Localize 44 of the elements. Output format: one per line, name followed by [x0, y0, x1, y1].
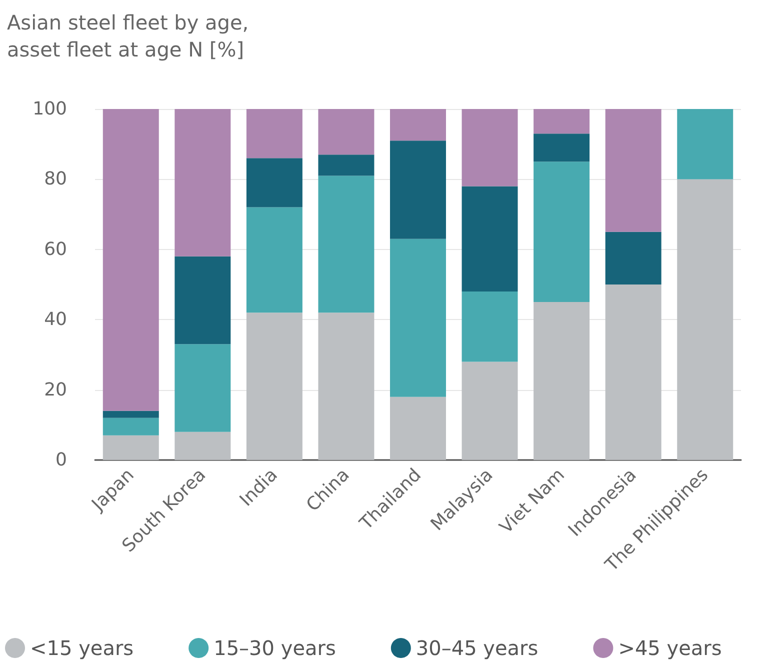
bar — [102, 435, 159, 460]
bar — [605, 284, 662, 460]
bar — [318, 312, 374, 460]
bar — [462, 292, 518, 362]
bar — [318, 176, 374, 313]
bar — [534, 302, 590, 460]
bar — [462, 362, 518, 460]
bar — [174, 432, 231, 460]
bar — [534, 109, 590, 134]
bar — [318, 109, 374, 155]
legend-label: 30–45 years — [416, 636, 538, 660]
legend-label: 15–30 years — [214, 636, 336, 660]
bar — [318, 154, 374, 176]
y-tick-label: 60 — [44, 238, 67, 260]
bar — [246, 207, 302, 313]
bar — [534, 134, 590, 162]
legend-label: <15 years — [30, 636, 134, 660]
bar — [174, 344, 231, 432]
legend-label: >45 years — [618, 636, 722, 660]
bar — [677, 109, 734, 180]
bar — [390, 396, 446, 460]
y-tick-label: 80 — [44, 168, 67, 190]
bar — [174, 109, 231, 256]
bar — [605, 109, 662, 232]
bar — [605, 232, 662, 284]
bar — [246, 158, 302, 208]
y-tick-label: 20 — [44, 379, 67, 400]
bar — [174, 256, 231, 344]
y-tick-label: 100 — [32, 98, 67, 120]
bar — [102, 410, 159, 418]
chart-title: Asian steel fleet by age, asset fleet at age N [%] — [7, 10, 249, 62]
bar — [390, 140, 446, 239]
bar — [246, 312, 302, 460]
y-tick-label: 0 — [56, 450, 67, 470]
y-tick-label: 40 — [44, 309, 67, 330]
bar — [462, 186, 518, 292]
bar — [102, 418, 159, 436]
bar — [246, 109, 302, 158]
bar — [102, 109, 159, 411]
bar — [677, 179, 734, 460]
bar — [462, 109, 518, 186]
bar — [390, 238, 446, 397]
bar — [390, 109, 446, 141]
bar — [534, 162, 590, 302]
